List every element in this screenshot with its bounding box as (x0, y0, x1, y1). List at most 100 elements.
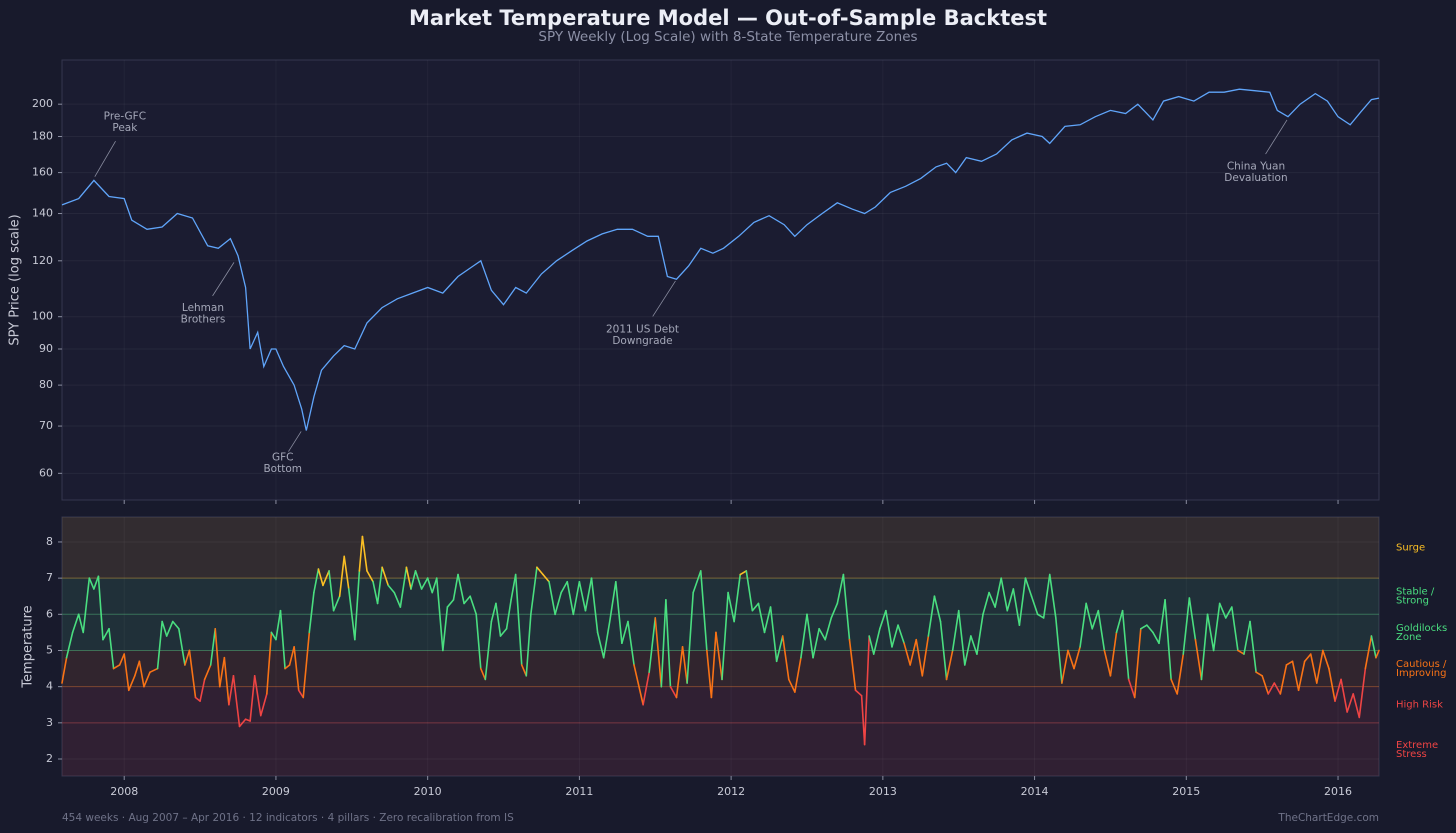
temperature-segment (88, 577, 95, 590)
temperature-segment (627, 620, 635, 666)
temperature-segment (970, 635, 978, 655)
temperature-segment (469, 595, 478, 616)
temperature-segment (249, 675, 256, 722)
temperature-segment (1115, 609, 1124, 634)
y-axis-label: Temperature (21, 605, 36, 688)
temperature-segment (442, 606, 449, 652)
temperature-segment (112, 664, 121, 670)
y-tick-label: 6 (46, 607, 53, 620)
temperature-segment (484, 620, 493, 681)
temperature-segment (733, 573, 742, 623)
temperature-segment (354, 570, 361, 641)
annotation-text: China Yuan (1227, 161, 1285, 173)
temperature-segment (1097, 609, 1106, 652)
temperature-segment (1279, 664, 1288, 695)
temperature-segment (1194, 638, 1203, 681)
temperature-segment (361, 535, 368, 572)
temperature-segment (602, 620, 611, 659)
y-tick-label: 180 (32, 129, 53, 142)
temperature-segment (1297, 660, 1306, 692)
temperature-segment (1000, 577, 1009, 612)
temperature-segment (1370, 635, 1377, 659)
temperature-segment (775, 635, 784, 663)
temperature-segment (621, 620, 629, 645)
temperature-segment (322, 570, 330, 587)
temperature-segment (410, 570, 417, 590)
temperature-segment (872, 627, 881, 655)
temperature-segment (313, 568, 320, 594)
x-tick-label: 2010 (414, 785, 442, 798)
temperature-segment (134, 660, 141, 677)
annotation-leader (652, 280, 676, 317)
temperature-segment (751, 602, 760, 612)
zone-label: Cautious / (1396, 659, 1447, 670)
x-tick-label: 2015 (1172, 785, 1200, 798)
temperature-segment (223, 656, 230, 706)
temperature-segment (253, 675, 262, 717)
y-axis-label: SPY Price (log scale) (8, 214, 23, 345)
temperature-segment (868, 635, 875, 655)
temperature-segment (1018, 577, 1027, 626)
temperature-segment (927, 595, 936, 637)
temperature-segment (706, 649, 713, 699)
x-tick-label: 2008 (110, 785, 138, 798)
temperature-segment (596, 631, 605, 659)
temperature-segment (1073, 646, 1081, 670)
temperature-segment (1200, 613, 1209, 681)
temperature-segment (584, 577, 593, 612)
y-tick-label: 80 (39, 378, 53, 391)
temperature-segment (1352, 693, 1361, 719)
y-tick-label: 3 (46, 716, 53, 729)
temperature-segment (1127, 678, 1136, 699)
y-tick-label: 60 (39, 466, 53, 479)
temperature-segment (118, 653, 126, 666)
annotation-text: 2011 US Debt (606, 323, 679, 335)
temperature-segment (495, 602, 502, 637)
footer-credit: TheChartEdge.com (1277, 812, 1379, 824)
temperature-segment (308, 591, 315, 634)
temperature-segment (963, 635, 972, 666)
temperature-segment (976, 613, 984, 655)
temperature-segment (414, 570, 423, 590)
temperature-segment (218, 656, 226, 688)
temperature-segment (615, 580, 623, 645)
temperature-segment (915, 638, 924, 677)
temperature-segment (1176, 653, 1185, 695)
temperature-segment (1085, 602, 1094, 630)
temperature-segment (520, 664, 528, 677)
x-tick-label: 2016 (1324, 785, 1352, 798)
temperature-segment (669, 685, 678, 699)
temperature-segment (530, 566, 538, 616)
temperature-segment (757, 602, 766, 634)
temperature-segment (763, 606, 772, 634)
temperature-segment (199, 678, 206, 702)
temperature-segment (1048, 573, 1057, 619)
temperature-segment (1170, 678, 1179, 695)
zone-label: High Risk (1396, 700, 1443, 711)
temperature-segment (1188, 597, 1197, 641)
temperature-segment (1030, 595, 1039, 616)
temperature-segment (1139, 624, 1148, 630)
temperature-segment (727, 591, 735, 623)
temperature-segment (452, 573, 459, 601)
temperature-segment (525, 613, 532, 677)
zone-label: Surge (1396, 543, 1425, 554)
temperature-segment (660, 599, 667, 688)
temperature-segment (232, 675, 241, 728)
temperature-segment (1285, 660, 1294, 666)
temperature-segment (214, 627, 221, 688)
temperature-segment (1303, 653, 1312, 663)
temperature-segment (156, 620, 163, 670)
zone-label: Stable / (1396, 587, 1435, 598)
temperature-segment (842, 573, 851, 641)
x-tick-label: 2009 (262, 785, 290, 798)
temperature-segment (848, 638, 857, 692)
temperature-segment (699, 570, 708, 652)
temperature-segment (302, 631, 311, 699)
zone-label: Stress (1396, 749, 1427, 760)
temperature-segment (994, 577, 1002, 608)
temperature-segment (393, 591, 402, 608)
annotation-leader (1265, 119, 1288, 155)
zone-band (62, 686, 1379, 723)
temperature-segment (93, 575, 100, 590)
